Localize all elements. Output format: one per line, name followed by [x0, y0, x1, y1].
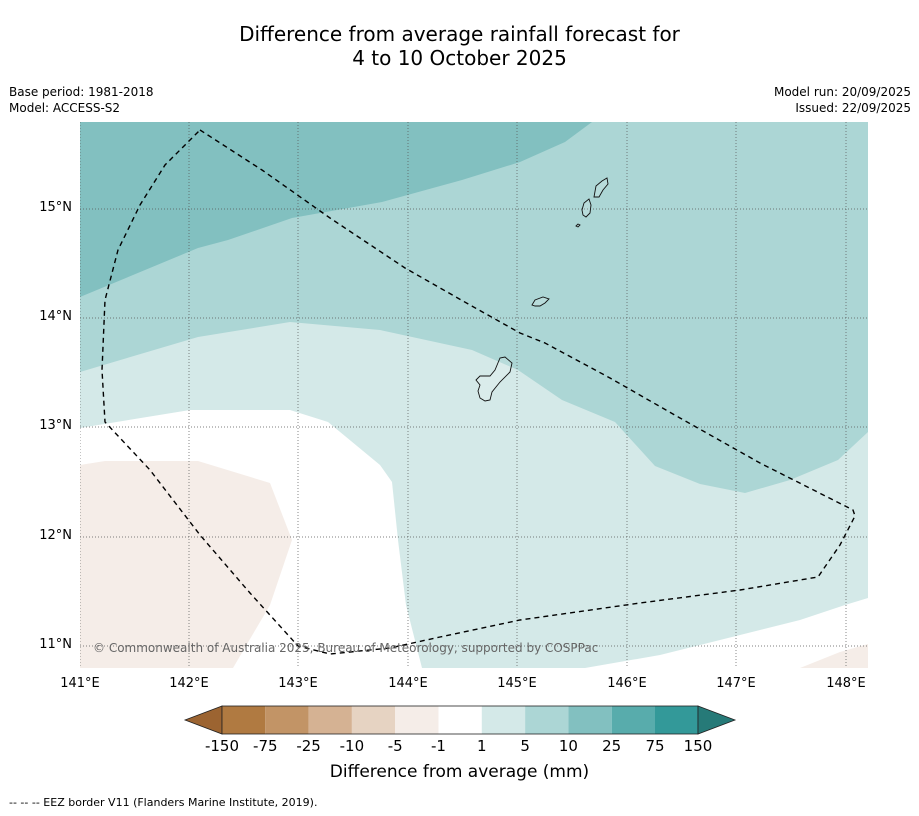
zone-minus1-to-1-south	[585, 598, 868, 668]
graticule	[80, 122, 868, 668]
lat-label-15n: 15°N	[39, 200, 72, 215]
meta-right: Model run: 20/09/2025 Issued: 22/09/2025	[774, 84, 911, 116]
lon-label-141e: 141°E	[60, 676, 100, 691]
island-tinian	[581, 198, 592, 218]
lon-label-148e: 148°E	[826, 676, 866, 691]
colorbar-bin-3	[308, 706, 352, 734]
lon-label-144e: 144°E	[388, 676, 428, 691]
colorbar-tick: 25	[602, 737, 622, 755]
colorbar-bin-11	[655, 706, 698, 734]
title-line-1: Difference from average rainfall forecas…	[239, 22, 680, 46]
colorbar-bin-1	[222, 706, 266, 734]
colorbar-bin-8	[525, 706, 569, 734]
colorbar-tick: -5	[387, 737, 403, 755]
map-title: Difference from average rainfall forecas…	[0, 22, 919, 70]
meta-left: Base period: 1981-2018 Model: ACCESS-S2	[9, 84, 154, 116]
copyright-notice: © Commonwealth of Australia 2025, Bureau…	[93, 641, 599, 655]
colorbar-tick: -1	[431, 737, 446, 755]
base-period: Base period: 1981-2018	[9, 85, 154, 99]
colorbar-over	[697, 705, 737, 735]
zone-minus5-to-minus1-se	[800, 644, 868, 668]
colorbar-bin-6	[438, 706, 482, 734]
eez-border	[101, 129, 856, 655]
lat-label-13n: 13°N	[39, 418, 72, 433]
islands	[475, 177, 609, 402]
colorbar-bin-2	[265, 706, 309, 734]
colorbar-bin-4	[351, 706, 396, 734]
lat-label-11n: 11°N	[39, 637, 72, 652]
lon-label-145e: 145°E	[497, 676, 537, 691]
zone-minus5-to-minus1	[80, 461, 292, 668]
colorbar-tick: 150	[683, 737, 713, 755]
colorbar-tick: -10	[339, 737, 365, 755]
island-saipan	[593, 177, 609, 198]
model-run: Model run: 20/09/2025	[773, 85, 911, 99]
colorbar-label: Difference from average (mm)	[329, 762, 590, 782]
island-aguijan	[575, 223, 581, 228]
colorbar-tick: -25	[296, 737, 321, 755]
lat-label-14n: 14°N	[39, 309, 72, 324]
colorbar-tick: -150	[204, 737, 240, 755]
colorbar-bin-10	[611, 706, 655, 734]
lon-label-146e: 146°E	[607, 676, 647, 691]
issued-date: Issued: 22/09/2025	[795, 101, 911, 115]
colorbar-tick: -75	[253, 737, 278, 755]
lon-label-142e: 142°E	[169, 676, 209, 691]
colorbar-bin-7	[481, 706, 526, 734]
island-guam	[475, 356, 513, 402]
zone-10-to-25	[80, 122, 592, 297]
lon-label-147e: 147°E	[716, 676, 756, 691]
title-line-2: 4 to 10 October 2025	[352, 46, 567, 70]
eez-footnote: -- -- -- EEZ border V11 (Flanders Marine…	[9, 796, 318, 809]
colorbar-bin-9	[568, 706, 612, 734]
colorbar-bin-5	[395, 706, 439, 734]
colorbar-tick: 10	[558, 737, 578, 755]
lon-label-143e: 143°E	[278, 676, 318, 691]
colorbar-tick: 75	[645, 737, 665, 755]
colorbar-under	[183, 705, 223, 735]
model-name: Model: ACCESS-S2	[9, 101, 121, 115]
colorbar-tick: 5	[520, 737, 530, 755]
lat-label-12n: 12°N	[39, 528, 72, 543]
colorbar-tick: 1	[477, 737, 487, 755]
island-rota	[531, 296, 550, 307]
colorbar	[183, 705, 737, 735]
